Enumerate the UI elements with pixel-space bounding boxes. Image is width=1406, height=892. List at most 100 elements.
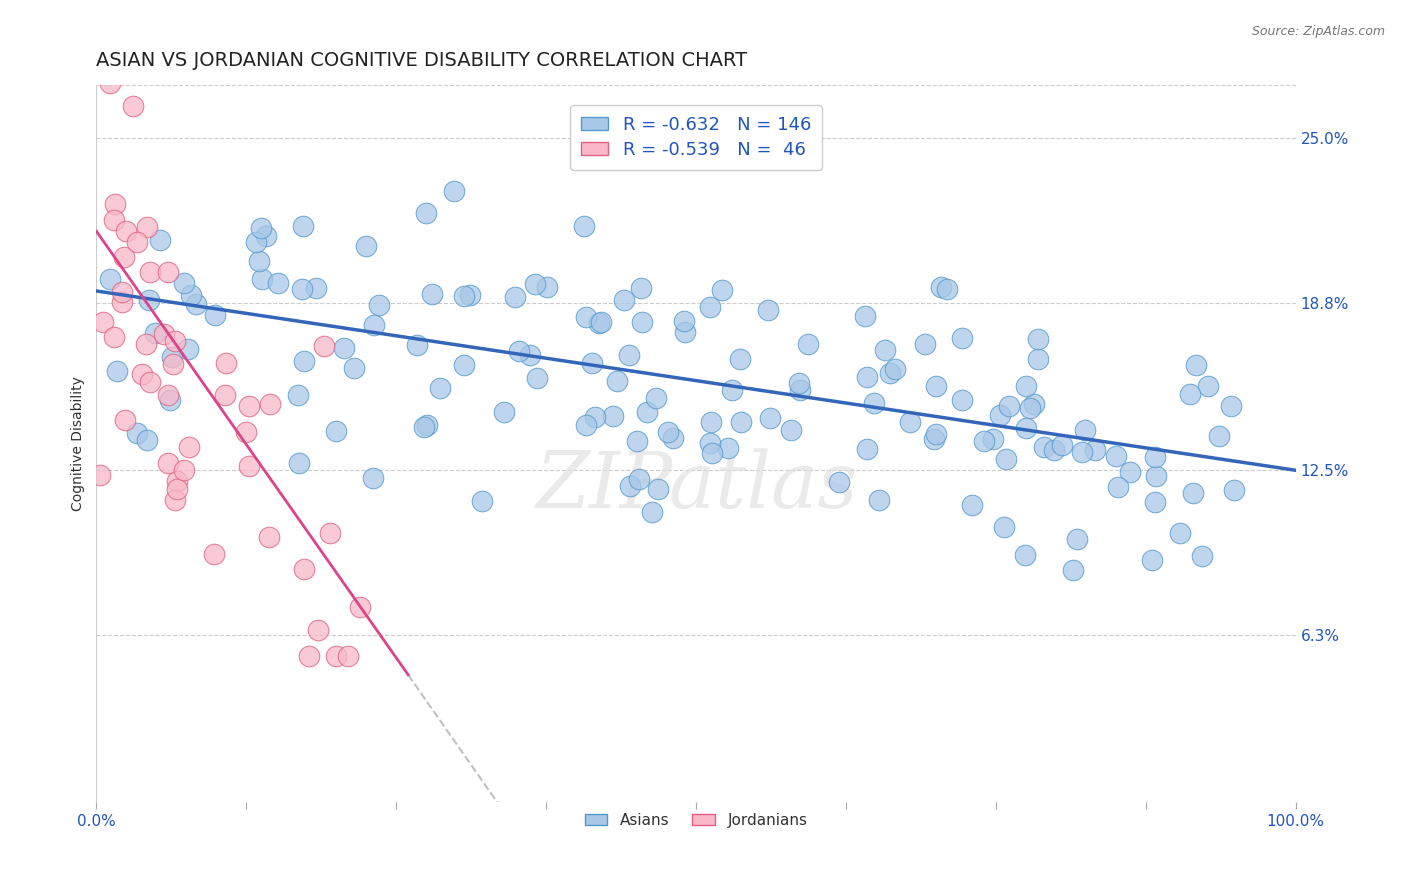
Point (103, 212, 125, 227)
Point (267, 276, 290, 290)
Point (368, 297, 391, 311)
Point (143, 326, 166, 340)
Point (1014, 548, 1036, 562)
Point (700, 446, 723, 460)
Point (508, 344, 530, 359)
Point (166, 482, 188, 496)
Point (787, 376, 810, 390)
Point (314, 339, 336, 353)
Point (1191, 549, 1213, 563)
Point (343, 361, 366, 376)
Point (305, 281, 328, 295)
Point (458, 288, 481, 302)
Point (868, 493, 890, 508)
Point (1042, 443, 1064, 458)
Point (162, 351, 184, 365)
Point (950, 330, 973, 344)
Point (307, 623, 329, 637)
Point (131, 367, 153, 381)
Point (173, 276, 195, 290)
Point (105, 364, 128, 378)
Point (136, 433, 159, 447)
Point (1028, 332, 1050, 346)
Point (186, 297, 208, 311)
Point (672, 314, 695, 328)
Point (1181, 486, 1204, 500)
Point (657, 425, 679, 439)
Point (287, 388, 309, 402)
Point (406, 337, 429, 351)
Point (1220, 399, 1243, 413)
Point (177, 342, 200, 356)
Point (863, 395, 886, 409)
Point (572, 219, 595, 233)
Text: ASIAN VS JORDANIAN COGNITIVE DISABILITY CORRELATION CHART: ASIAN VS JORDANIAN COGNITIVE DISABILITY … (97, 51, 748, 70)
Point (235, 425, 257, 439)
Point (89, 468, 111, 483)
Point (575, 310, 598, 324)
Point (993, 519, 1015, 533)
Point (153, 326, 176, 341)
Point (159, 393, 181, 408)
Point (875, 343, 897, 358)
Point (98, 76, 121, 90)
Point (756, 303, 779, 318)
Point (641, 505, 664, 519)
Point (797, 337, 820, 351)
Point (645, 391, 668, 405)
Point (929, 280, 952, 294)
Point (349, 600, 371, 615)
Point (319, 525, 342, 540)
Point (526, 370, 548, 384)
Point (250, 221, 273, 235)
Point (214, 388, 236, 402)
Point (1170, 526, 1192, 541)
Point (998, 399, 1021, 413)
Point (156, 265, 179, 279)
Point (247, 254, 270, 268)
Point (636, 404, 658, 418)
Point (699, 300, 721, 314)
Point (325, 424, 347, 438)
Point (215, 356, 238, 370)
Point (416, 417, 439, 432)
Point (935, 282, 957, 296)
Point (259, 397, 281, 411)
Point (1178, 387, 1201, 401)
Point (422, 287, 444, 301)
Point (883, 361, 905, 376)
Point (139, 265, 162, 279)
Point (288, 456, 311, 470)
Point (536, 279, 558, 293)
Point (720, 383, 742, 397)
Point (519, 348, 541, 362)
Point (333, 342, 356, 356)
Point (626, 434, 648, 448)
Point (1028, 352, 1050, 367)
Point (138, 293, 160, 308)
Point (1022, 397, 1045, 411)
Point (630, 281, 652, 295)
Point (103, 329, 125, 343)
Point (1208, 429, 1230, 443)
Point (606, 374, 628, 388)
Point (1197, 378, 1219, 392)
Point (291, 282, 314, 296)
Point (898, 415, 921, 429)
Point (292, 562, 315, 576)
Point (855, 442, 877, 456)
Point (828, 475, 851, 489)
Point (627, 472, 650, 486)
Point (503, 290, 526, 304)
Point (1185, 358, 1208, 372)
Point (443, 184, 465, 198)
Point (673, 325, 696, 339)
Point (759, 410, 782, 425)
Point (111, 285, 134, 300)
Point (981, 433, 1004, 447)
Point (1033, 440, 1056, 454)
Point (1105, 450, 1128, 464)
Point (177, 440, 200, 454)
Point (925, 426, 948, 441)
Point (1119, 466, 1142, 480)
